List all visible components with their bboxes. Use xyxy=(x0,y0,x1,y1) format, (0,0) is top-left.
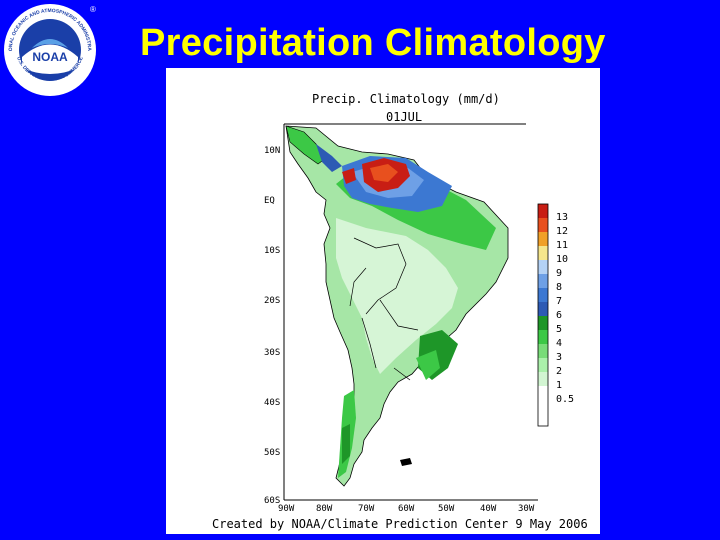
lon-label: 60W xyxy=(398,504,415,514)
colorbar-label: 8 xyxy=(556,282,563,293)
climatology-map: Precip. Climatology (mm/d) 01JUL 10N EQ … xyxy=(166,68,600,534)
logo-name: NOAA xyxy=(32,50,68,64)
colorbar-label: 1 xyxy=(556,380,563,391)
colorbar-label: 5 xyxy=(556,324,563,335)
lat-label: 40S xyxy=(264,398,281,408)
lat-label: 10S xyxy=(264,246,281,256)
colorbar-label: 6 xyxy=(556,310,563,321)
colorbar-label: 10 xyxy=(556,254,569,265)
colorbar-label: 0.5 xyxy=(556,394,575,405)
lon-label: 30W xyxy=(518,504,535,514)
footer-credit: Created by NOAA/Climate Prediction Cente… xyxy=(212,517,588,531)
colorbar-label: 2 xyxy=(556,366,563,377)
map-graphic xyxy=(283,123,549,501)
lat-label: EQ xyxy=(264,196,275,206)
lat-label: 60S xyxy=(264,496,281,506)
colorbar-label: 9 xyxy=(556,268,563,279)
lon-label: 40W xyxy=(480,504,497,514)
lon-label: 90W xyxy=(278,504,295,514)
colorbar-label: 11 xyxy=(556,240,569,251)
colorbar-label: 3 xyxy=(556,352,563,363)
registered-mark: ® xyxy=(90,5,96,14)
map-date: 01JUL xyxy=(386,110,423,124)
lon-label: 50W xyxy=(438,504,455,514)
lat-label: 30S xyxy=(264,348,281,358)
lat-label: 10N xyxy=(264,146,281,156)
noaa-logo: NOAA NATIONAL OCEANIC AND ATMOSPHERIC AD… xyxy=(2,2,96,96)
colorbar xyxy=(537,203,549,427)
lat-label: 20S xyxy=(264,296,281,306)
lat-label: 50S xyxy=(264,448,281,458)
colorbar-label: 4 xyxy=(556,338,563,349)
lon-label: 80W xyxy=(316,504,333,514)
slide-title: Precipitation Climatology xyxy=(140,22,606,64)
colorbar-label: 12 xyxy=(556,226,569,237)
colorbar-label: 13 xyxy=(556,212,569,223)
map-title: Precip. Climatology (mm/d) xyxy=(312,92,500,106)
lon-label: 70W xyxy=(358,504,375,514)
colorbar-label: 7 xyxy=(556,296,563,307)
